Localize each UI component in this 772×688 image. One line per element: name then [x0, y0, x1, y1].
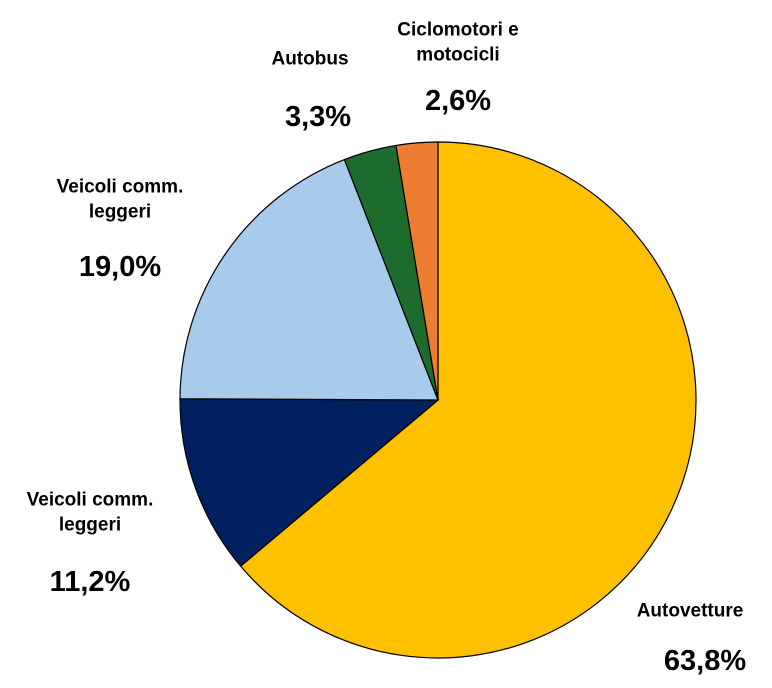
- category-label: Ciclomotori e motocicli: [397, 19, 519, 65]
- value-label: 2,6%: [424, 85, 492, 118]
- value-label: 63,8%: [663, 645, 747, 678]
- value-label: 11,2%: [49, 566, 131, 599]
- category-label: Autobus: [271, 48, 349, 70]
- pie-slice: [395, 141, 439, 401]
- category-label: Veicoli comm. leggeri: [56, 176, 184, 222]
- value-label: 3,3%: [284, 101, 352, 134]
- category-label: Veicoli comm. leggeri: [26, 489, 154, 535]
- pie-slice: [179, 398, 440, 567]
- pie-slice: [179, 158, 439, 401]
- value-label: 19,0%: [78, 251, 162, 284]
- pie-slice: [239, 141, 697, 659]
- category-label: Autovetture: [636, 600, 744, 622]
